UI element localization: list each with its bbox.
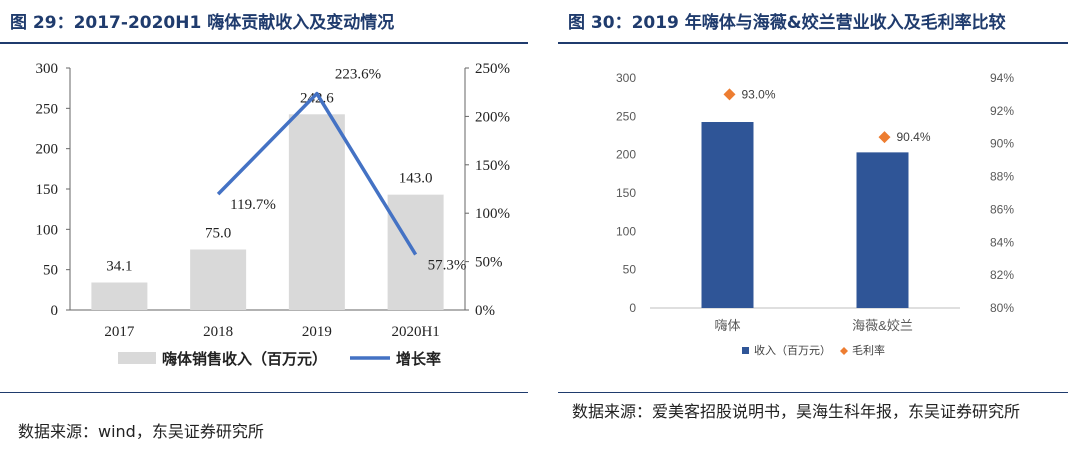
right-figure-title: 图 30：2019 年嗨体与海薇&姣兰营业收入及毛利率比较 [568, 13, 1006, 33]
x-tick-label: 海薇&姣兰 [852, 318, 913, 333]
right-y-tick-label: 94% [990, 71, 1014, 85]
growth-rate-label: 57.3% [428, 258, 467, 274]
growth-rate-line [216, 91, 418, 256]
bar-value-label: 34.1 [106, 258, 132, 274]
margin-value-label: 93.0% [742, 87, 776, 101]
left-y-tick-label: 250 [616, 109, 636, 123]
bar [288, 114, 345, 310]
left-y-tick-label: 200 [616, 148, 636, 162]
right-y-tick-label: 82% [990, 268, 1014, 282]
left-y-tick-label: 300 [36, 61, 59, 77]
left-source-note: 数据来源：wind，东吴证券研究所 [18, 422, 264, 441]
margin-marker [723, 88, 736, 101]
left-title-rule [0, 42, 528, 44]
left-figure-title: 图 29：2017-2020H1 嗨体贡献收入及变动情况 [10, 13, 395, 33]
left-y-tick-label: 50 [623, 263, 637, 277]
left-y-tick-label: 150 [36, 182, 59, 198]
legend-bar-label: 收入（百万元） [754, 343, 831, 357]
right-y-tick-label: 150% [475, 158, 510, 174]
left-figure-panel: 图 29：2017-2020H1 嗨体贡献收入及变动情况 0 50 100 150 20… [0, 0, 528, 465]
margin-marker [878, 131, 891, 144]
left-y-tick-label: 250 [36, 101, 59, 117]
bar [701, 122, 754, 308]
right-chart: 0 50 100 150 200 250 300 80% 82% 84% 86% 88% 90% 92% 9… [616, 71, 1014, 357]
right-y-tick-label: 84% [990, 235, 1014, 249]
left-y-tick-label: 300 [616, 71, 636, 85]
right-source-rule [558, 392, 1068, 393]
bar-value-label: 75.0 [205, 226, 231, 242]
right-y-tick-label: 88% [990, 170, 1014, 184]
right-y-tick-label: 200% [475, 109, 510, 125]
right-figure-panel: 图 30：2019 年嗨体与海薇&姣兰营业收入及毛利率比较 0 50 100 150 2… [558, 0, 1080, 465]
right-source-note: 数据来源：爱美客招股说明书，昊海生科年报，东吴证券研究所 [572, 402, 1021, 421]
legend-bar-swatch [118, 352, 156, 364]
right-y-tick-label: 80% [990, 301, 1014, 315]
bar-value-label: 143.0 [399, 171, 433, 187]
left-y-tick-label: 150 [616, 186, 636, 200]
legend-line-label: 增长率 [396, 350, 441, 368]
x-tick-label: 2020H1 [391, 324, 439, 340]
right-y-tick-label: 0% [475, 303, 495, 319]
bar [91, 282, 148, 310]
legend-bar-swatch [742, 347, 749, 354]
legend-marker-label: 毛利率 [852, 343, 885, 357]
right-y-tick-label: 92% [990, 104, 1014, 118]
right-y-tick-label: 100% [475, 206, 510, 222]
left-y-tick-label: 100 [616, 224, 636, 238]
right-y-tick-label: 50% [475, 255, 503, 271]
bar [856, 152, 909, 308]
growth-rate-label: 119.7% [230, 197, 276, 213]
left-chart: 0 50 100 150 200 250 300 0% 50% 100% 150% 200% 250% 3… [36, 61, 511, 368]
margin-value-label: 90.4% [897, 130, 931, 144]
right-title-rule [558, 42, 1068, 44]
x-tick-label: 2018 [203, 324, 233, 340]
legend-marker-swatch [840, 347, 848, 355]
left-y-tick-label: 0 [629, 301, 636, 315]
growth-rate-label: 223.6% [335, 67, 381, 83]
right-y-tick-label: 250% [475, 61, 510, 77]
x-tick-label: 2019 [302, 324, 332, 340]
legend-bar-label: 嗨体销售收入（百万元） [162, 350, 327, 368]
right-y-tick-label: 86% [990, 202, 1014, 216]
right-y-tick-label: 90% [990, 137, 1014, 151]
left-y-tick-label: 50 [43, 263, 58, 279]
left-y-tick-label: 0 [51, 303, 59, 319]
bar [190, 249, 247, 310]
x-tick-label: 嗨体 [714, 318, 740, 333]
left-y-tick-label: 200 [36, 142, 59, 158]
left-y-tick-label: 100 [36, 222, 59, 238]
x-tick-label: 2017 [104, 324, 135, 340]
left-source-rule [0, 392, 528, 393]
